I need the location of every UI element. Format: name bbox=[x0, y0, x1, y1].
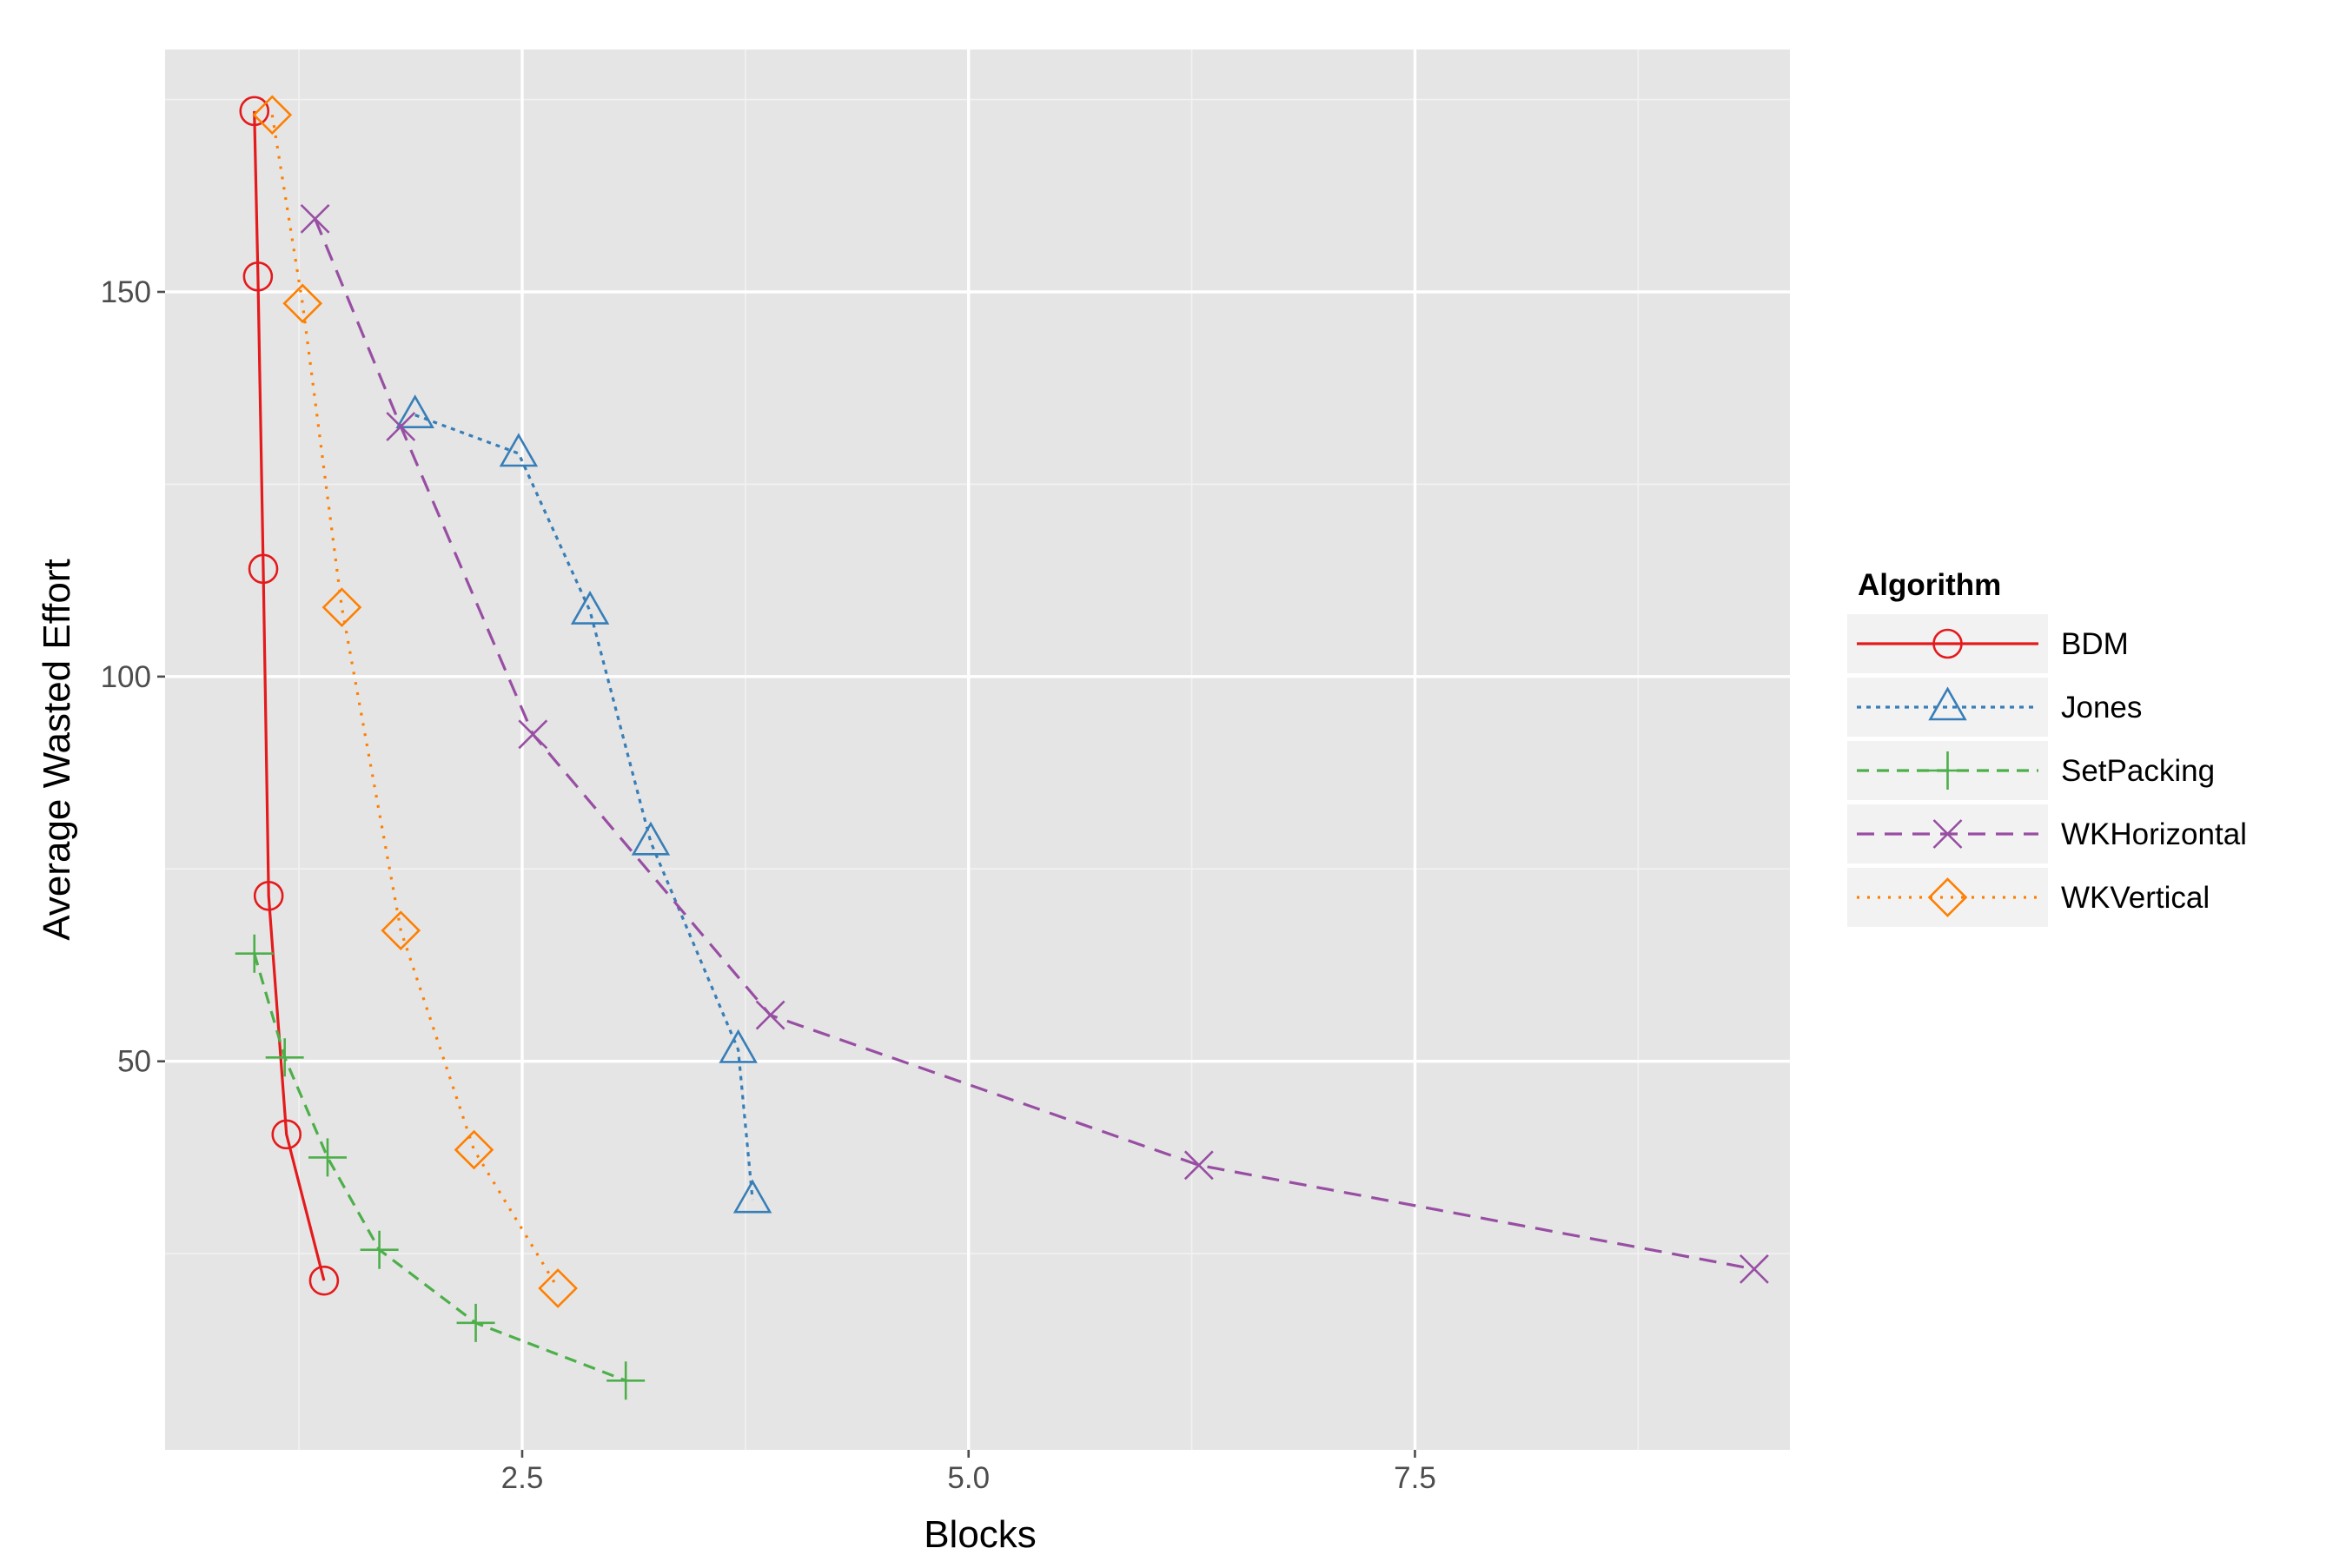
x-tick-label: 5.0 bbox=[947, 1461, 990, 1495]
data-point-wkhorizontal bbox=[755, 1000, 785, 1030]
legend: Algorithm BDM Jones SetPacking WKHorizontal… bbox=[1846, 568, 2247, 929]
legend-marker-wkvertical bbox=[1927, 877, 1968, 917]
legend-item-bdm: BDM bbox=[1846, 612, 2129, 675]
series-jones bbox=[395, 394, 772, 1214]
series-line-setpacking bbox=[253, 953, 626, 1382]
series-bdm bbox=[239, 96, 340, 1296]
legend-marker-bdm bbox=[1932, 628, 1963, 659]
data-point-wkhorizontal bbox=[1183, 1150, 1214, 1181]
data-point-bdm bbox=[248, 553, 279, 585]
data-point-wkhorizontal bbox=[386, 412, 416, 441]
data-point-wkvertical bbox=[282, 283, 323, 324]
legend-marker-wkhorizontal bbox=[1932, 819, 1963, 849]
legend-item-wkvertical: WKVertical bbox=[1846, 866, 2210, 929]
data-point-wkvertical bbox=[321, 587, 362, 627]
legend-title: Algorithm bbox=[1858, 568, 2001, 602]
data-point-jones bbox=[395, 394, 434, 429]
data-point-wkvertical bbox=[252, 95, 293, 136]
y-tick-label: 150 bbox=[101, 275, 151, 309]
series-setpacking bbox=[235, 934, 646, 1400]
data-point-jones bbox=[631, 821, 671, 856]
data-point-jones bbox=[732, 1179, 772, 1214]
data-point-wkhorizontal bbox=[1739, 1254, 1769, 1284]
grid-minor bbox=[165, 50, 1790, 1450]
data-point-setpacking bbox=[308, 1138, 347, 1177]
y-axis-title: Average Wasted Effort bbox=[36, 559, 78, 940]
legend-marker-setpacking bbox=[1928, 751, 1967, 790]
series-line-jones bbox=[414, 414, 754, 1201]
data-point-jones bbox=[570, 590, 610, 625]
legend-key-wkvertical bbox=[1846, 866, 2050, 929]
x-tick-label: 2.5 bbox=[501, 1461, 544, 1495]
legend-label-setpacking: SetPacking bbox=[2061, 754, 2215, 788]
data-point-bdm bbox=[271, 1119, 302, 1150]
series-layer bbox=[235, 95, 1769, 1400]
legend-item-jones: Jones bbox=[1846, 676, 2142, 738]
data-point-setpacking bbox=[360, 1230, 399, 1269]
plot-panel bbox=[165, 50, 1790, 1450]
data-point-setpacking bbox=[606, 1361, 646, 1400]
series-line-bdm bbox=[253, 110, 326, 1281]
legend-marker-jones bbox=[1928, 686, 1967, 721]
y-tick-label: 50 bbox=[117, 1045, 151, 1079]
y-tick-label: 100 bbox=[101, 660, 151, 694]
legend-item-setpacking: SetPacking bbox=[1846, 739, 2215, 802]
data-point-bdm bbox=[253, 880, 284, 911]
data-point-bdm bbox=[242, 261, 274, 292]
data-point-jones bbox=[499, 433, 539, 467]
series-wkvertical bbox=[252, 95, 578, 1308]
data-point-setpacking bbox=[235, 934, 274, 973]
data-point-setpacking bbox=[265, 1038, 304, 1077]
data-point-jones bbox=[719, 1029, 758, 1063]
series-line-wkhorizontal bbox=[314, 218, 1755, 1271]
legend-label-wkhorizontal: WKHorizontal bbox=[2061, 817, 2247, 851]
data-point-bdm bbox=[239, 96, 270, 127]
x-tick-label: 7.5 bbox=[1394, 1461, 1436, 1495]
series-wkhorizontal bbox=[300, 203, 1769, 1284]
data-point-setpacking bbox=[456, 1303, 495, 1342]
data-point-bdm bbox=[308, 1265, 340, 1296]
legend-label-jones: Jones bbox=[2061, 691, 2142, 724]
grid-major bbox=[165, 50, 1790, 1450]
data-point-wkhorizontal bbox=[518, 719, 548, 750]
data-point-wkvertical bbox=[538, 1268, 578, 1308]
legend-label-bdm: BDM bbox=[2061, 627, 2129, 661]
legend-item-wkhorizontal: WKHorizontal bbox=[1846, 803, 2247, 865]
x-axis-title: Blocks bbox=[924, 1513, 1037, 1556]
legend-label-wkvertical: WKVertical bbox=[2061, 881, 2210, 915]
data-point-wkhorizontal bbox=[300, 203, 330, 234]
legend-items: BDM Jones SetPacking WKHorizontal WKVertical bbox=[1846, 612, 2247, 929]
data-point-wkvertical bbox=[381, 910, 421, 950]
ticks-layer: 2.5 5.0 7.5 50 100 150 bbox=[101, 275, 1436, 1495]
data-point-wkvertical bbox=[454, 1129, 494, 1170]
